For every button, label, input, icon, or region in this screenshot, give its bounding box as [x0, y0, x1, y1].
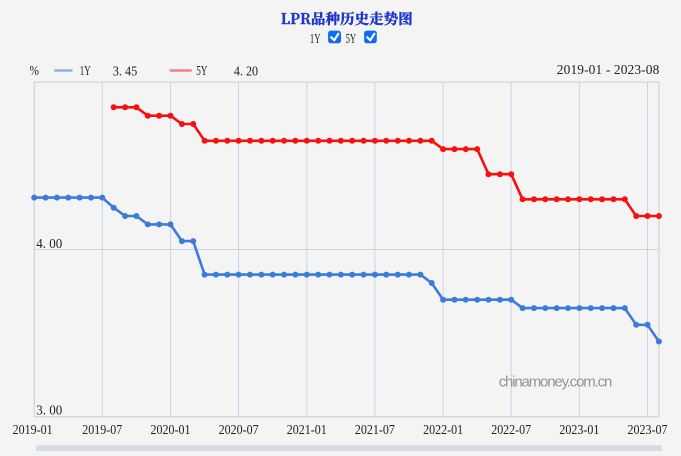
svg-text:2020-01: 2020-01	[151, 422, 191, 437]
svg-text:2019-07: 2019-07	[82, 422, 122, 437]
svg-text:1Y: 1Y	[80, 63, 91, 78]
svg-text:2022-01: 2022-01	[423, 422, 463, 437]
svg-text:3. 45: 3. 45	[113, 63, 138, 78]
svg-text:5Y: 5Y	[196, 63, 208, 78]
svg-text:2021-01: 2021-01	[287, 422, 327, 437]
svg-text:2019-01: 2019-01	[13, 422, 53, 437]
svg-text:5Y: 5Y	[346, 31, 357, 46]
svg-text:2022-07: 2022-07	[491, 422, 531, 437]
svg-text:2020-07: 2020-07	[219, 422, 259, 437]
svg-text:4. 00: 4. 00	[36, 236, 62, 251]
svg-text:2023-07: 2023-07	[628, 422, 668, 437]
svg-text:2023-01: 2023-01	[559, 422, 599, 437]
svg-text:1Y: 1Y	[310, 31, 321, 46]
svg-text:2021-07: 2021-07	[355, 422, 395, 437]
svg-text:%: %	[30, 63, 39, 78]
svg-text:3. 00: 3. 00	[36, 402, 62, 417]
svg-text:4. 20: 4. 20	[234, 63, 258, 78]
svg-text:chinamoney.com.cn: chinamoney.com.cn	[499, 373, 613, 390]
svg-text:2019-01 - 2023-08: 2019-01 - 2023-08	[557, 62, 660, 77]
